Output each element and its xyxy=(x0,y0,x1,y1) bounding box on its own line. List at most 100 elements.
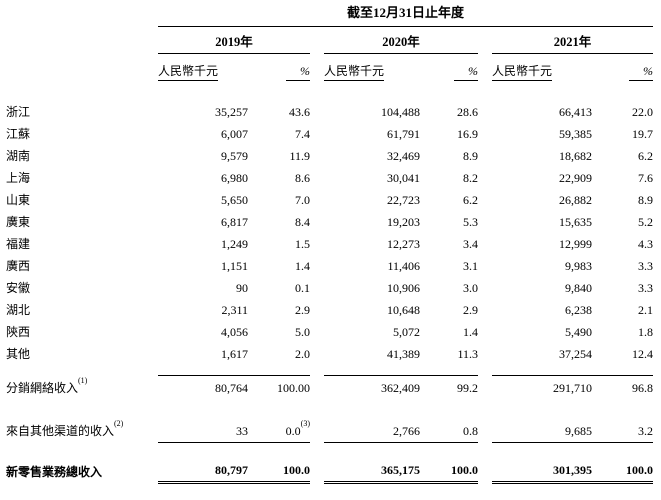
table-row: 新零售業務總收入 80,797 100.0 365,175 100.0 301,395 10… xyxy=(6,458,654,484)
region-label: 湖南 xyxy=(6,149,31,163)
percent-value: 0.8 xyxy=(420,418,478,443)
percent-value: 1.5 xyxy=(295,237,310,251)
amount-value: 15,635 xyxy=(559,215,592,229)
column-gap xyxy=(478,375,492,399)
percent-value: 0.1 xyxy=(295,281,310,295)
percent-value: 3.4 xyxy=(463,237,478,251)
period-header-row: 截至12月31日止年度 xyxy=(6,6,654,27)
percent-value: 3.1 xyxy=(463,259,478,273)
value-text: 100.0 xyxy=(451,463,478,477)
column-gap xyxy=(310,255,324,277)
percent-value: 3.0 xyxy=(463,281,478,295)
summary-label: 新零售業務總收入 xyxy=(6,458,158,483)
amount-value: 11,406 xyxy=(387,259,420,273)
value-text: 0.0 xyxy=(285,423,301,438)
value-text: 100.0 xyxy=(283,463,310,477)
amount-value: 66,413 xyxy=(559,105,592,119)
percent-value: 2.1 xyxy=(638,303,654,317)
currency-header: 人民幣千元 xyxy=(158,64,219,81)
percent-header-cell: % xyxy=(592,54,654,81)
column-gap xyxy=(310,419,324,443)
table-row: 陝西 4,056 5.0 5,072 1.4 5,490 1.8 xyxy=(6,321,653,343)
amount-value: 291,710 xyxy=(492,374,592,399)
column-gap xyxy=(478,419,492,443)
amount-value: 9,579 xyxy=(221,149,248,163)
amount-value: 19,203 xyxy=(387,215,420,229)
table-row: 湖北 2,311 2.9 10,648 2.9 6,238 2.1 xyxy=(6,299,653,321)
region-label: 江蘇 xyxy=(6,127,31,141)
spacer-cell xyxy=(6,442,653,458)
value-text: 3.2 xyxy=(638,423,654,438)
column-gap xyxy=(478,277,492,299)
column-header-row: 人民幣千元% 人民幣千元% 人民幣千元% xyxy=(6,54,654,82)
amount-value: 2,766 xyxy=(324,418,420,443)
currency-header: 人民幣千元 xyxy=(492,64,553,81)
table-row: 廣東 6,817 8.4 19,203 5.3 15,635 5.2 xyxy=(6,211,653,233)
currency-header-cell: 人民幣千元 xyxy=(324,54,420,81)
spacer-row xyxy=(6,81,653,101)
column-gap xyxy=(310,123,324,145)
amount-value: 5,650 xyxy=(221,193,248,207)
percent-value: 1.8 xyxy=(638,325,654,339)
column-gap xyxy=(478,54,492,82)
spacer-cell xyxy=(6,399,653,419)
amount-value: 22,723 xyxy=(387,193,420,207)
percent-value: 100.0 xyxy=(420,458,478,484)
amount-value: 4,056 xyxy=(221,325,248,339)
percent-header: % xyxy=(286,64,310,81)
percent-value: 8.9 xyxy=(463,149,478,163)
percent-value: 100.0 xyxy=(592,458,654,484)
percent-value: 11.9 xyxy=(289,149,310,163)
region-label: 湖北 xyxy=(6,303,31,317)
amount-value: 80,797 xyxy=(158,458,248,484)
percent-value: 4.3 xyxy=(638,237,654,251)
column-gap xyxy=(478,27,492,54)
table-row: 江蘇 6,007 7.4 61,791 16.9 59,385 19.7 xyxy=(6,123,653,145)
amount-value: 26,882 xyxy=(559,193,592,207)
period-header: 截至12月31日止年度 xyxy=(158,6,654,27)
percent-value: 22.0 xyxy=(632,105,654,119)
amount-value: 1,617 xyxy=(221,347,248,361)
amount-value: 301,395 xyxy=(492,458,592,484)
amount-value: 9,840 xyxy=(565,281,592,295)
percent-value: 6.2 xyxy=(638,149,654,163)
table-row: 其他 1,617 2.0 41,389 11.3 37,254 12.4 xyxy=(6,343,653,365)
year-header-row: 2019年 2020年 2021年 xyxy=(6,26,654,54)
year-header: 2019年 xyxy=(158,26,310,54)
amount-value: 32,469 xyxy=(387,149,420,163)
corner-cell xyxy=(6,54,158,82)
amount-value: 90 xyxy=(236,281,248,295)
region-label: 其他 xyxy=(6,347,31,361)
column-gap xyxy=(478,101,492,123)
region-label: 浙江 xyxy=(6,105,31,119)
percent-value: 7.6 xyxy=(638,171,654,185)
amount-value: 1,151 xyxy=(221,259,248,273)
amount-value: 6,007 xyxy=(221,127,248,141)
percent-header-cell: % xyxy=(248,54,310,81)
value-text: 2,766 xyxy=(393,423,420,438)
column-gap xyxy=(310,343,324,365)
value-text: 100.0 xyxy=(626,463,654,477)
value-text: 80,797 xyxy=(215,463,248,477)
percent-value: 5.3 xyxy=(463,215,478,229)
table-row: 上海 6,980 8.6 30,041 8.2 22,909 7.6 xyxy=(6,167,653,189)
spacer-row xyxy=(6,442,653,458)
corner-cell xyxy=(6,27,158,54)
percent-value: 100.00 xyxy=(248,374,310,399)
percent-value: 3.3 xyxy=(638,259,654,273)
value-text: 301,395 xyxy=(553,463,592,477)
year-header: 2020年 xyxy=(324,26,478,54)
column-gap xyxy=(310,375,324,399)
revenue-by-region-table: 截至12月31日止年度 2019年 2020年 2021年 人民幣千元% 人民幣千元%… xyxy=(6,6,654,484)
amount-value: 5,490 xyxy=(565,325,592,339)
amount-value: 80,764 xyxy=(158,374,248,399)
table-row: 廣西 1,151 1.4 11,406 3.1 9,983 3.3 xyxy=(6,255,653,277)
amount-value: 61,791 xyxy=(387,127,420,141)
footnote-marker: (1) xyxy=(78,375,88,385)
percent-value: 1.4 xyxy=(463,325,478,339)
column-gap xyxy=(310,233,324,255)
column-gap xyxy=(310,321,324,343)
value-text: 99.2 xyxy=(457,380,478,395)
percent-value: 8.2 xyxy=(463,171,478,185)
